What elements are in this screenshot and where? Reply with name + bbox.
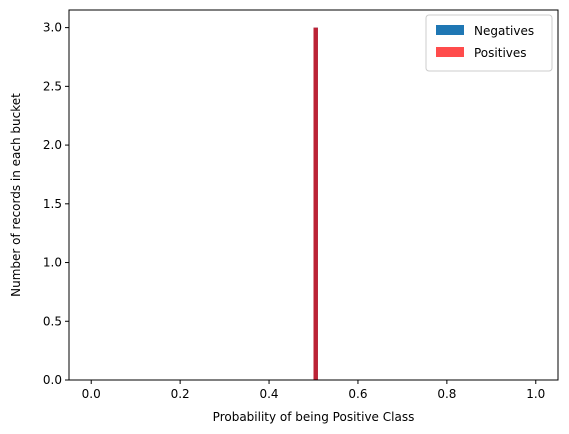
x-tick-label: 1.0 xyxy=(526,387,545,401)
legend: Negatives Positives xyxy=(425,14,553,72)
y-tick-label: 1.0 xyxy=(43,256,62,270)
y-tick-label: 2.5 xyxy=(43,79,62,93)
bar-positives-0 xyxy=(313,27,318,380)
x-tick-label: 0.6 xyxy=(348,387,367,401)
x-tick-label: 0.8 xyxy=(437,387,456,401)
y-tick-label: 2.0 xyxy=(43,138,62,152)
y-tick-label: 3.0 xyxy=(43,21,62,35)
y-tick-label: 1.5 xyxy=(43,197,62,211)
x-axis-ticks: 0.0 0.2 0.4 0.6 0.8 1.0 xyxy=(82,380,545,401)
legend-label-positives: Positives xyxy=(474,46,527,60)
legend-label-negatives: Negatives xyxy=(474,24,534,38)
x-axis-label: Probability of being Positive Class xyxy=(213,410,415,424)
y-axis-ticks: 0.0 0.5 1.0 1.5 2.0 2.5 3.0 xyxy=(43,21,69,387)
plot-area-frame xyxy=(68,9,559,381)
x-tick-label: 0.2 xyxy=(171,387,190,401)
y-axis-label: Number of records in each bucket xyxy=(9,93,23,297)
bars-layer xyxy=(313,27,318,380)
x-tick-label: 0.4 xyxy=(259,387,278,401)
legend-swatch-negatives xyxy=(436,25,464,35)
legend-swatch-positives xyxy=(436,47,464,57)
y-tick-label: 0.5 xyxy=(43,314,62,328)
y-tick-label: 0.0 xyxy=(43,373,62,387)
x-tick-label: 0.0 xyxy=(82,387,101,401)
